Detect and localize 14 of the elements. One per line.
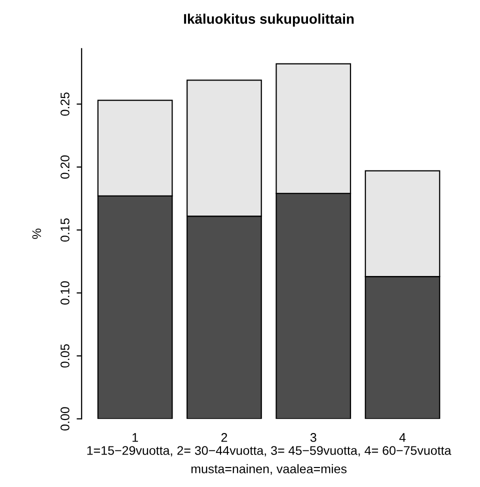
x-tick-label: 3 [310, 433, 316, 442]
y-tick-label: 0.05 [60, 344, 70, 368]
chart-title: Ikäluokitus sukupuolittain [184, 14, 354, 27]
y-tick-label: 0.10 [60, 281, 70, 305]
text: musta=nainen, vaalea=mies [191, 464, 347, 475]
y-tick-label: 0.00 [60, 407, 70, 430]
x-tick-label: 2 [221, 433, 228, 442]
y-tick-label: 0.25 [60, 92, 70, 116]
y-tick-label: 0.20 [60, 155, 70, 179]
y-axis-title: % [32, 228, 42, 239]
x-axis-title: 1=15−29vuotta, 2= 30−44vuotta, 3= 45−59vuotta, 4= 60−75vuotta [87, 446, 452, 456]
x-tick-label: 4 [399, 433, 406, 442]
y-tick-label: 0.15 [60, 218, 70, 242]
x-tick-label: 1 [132, 433, 138, 442]
